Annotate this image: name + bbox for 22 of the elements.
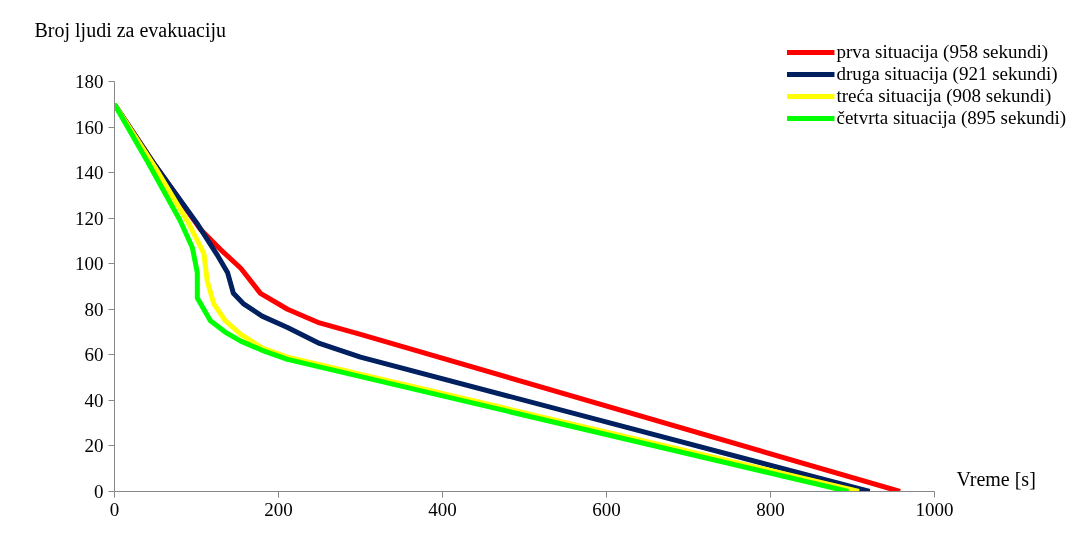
y-tick-label: 80 — [84, 298, 104, 320]
y-tick-label: 180 — [75, 71, 104, 92]
legend-label: prva situacija (958 sekundi) — [836, 41, 1049, 63]
x-axis-title: Vreme [s] — [956, 467, 1036, 490]
x-tick-label: 1000 — [915, 498, 954, 520]
x-tick-label: 600 — [592, 498, 621, 520]
y-axis-title: Broj ljudi za evakuaciju — [34, 18, 227, 42]
x-tick-label: 400 — [428, 498, 457, 520]
y-tick-label: 160 — [75, 116, 104, 138]
y-tick-label: 140 — [75, 162, 104, 184]
x-tick-label: 0 — [109, 498, 120, 520]
y-tick-label: 20 — [84, 435, 104, 457]
legend-label: treća situacija (908 sekundi) — [836, 85, 1052, 107]
y-tick-label: 60 — [84, 344, 104, 366]
legend-label: druga situacija (921 sekundi) — [836, 63, 1058, 85]
legend-label: četvrta situacija (895 sekundi) — [836, 107, 1066, 129]
y-tick-label: 100 — [75, 253, 104, 275]
x-tick-label: 800 — [756, 498, 785, 520]
y-tick-label: 40 — [84, 389, 104, 411]
x-tick-label: 200 — [264, 498, 293, 520]
y-tick-label: 0 — [94, 481, 104, 502]
y-tick-label: 120 — [75, 207, 104, 229]
